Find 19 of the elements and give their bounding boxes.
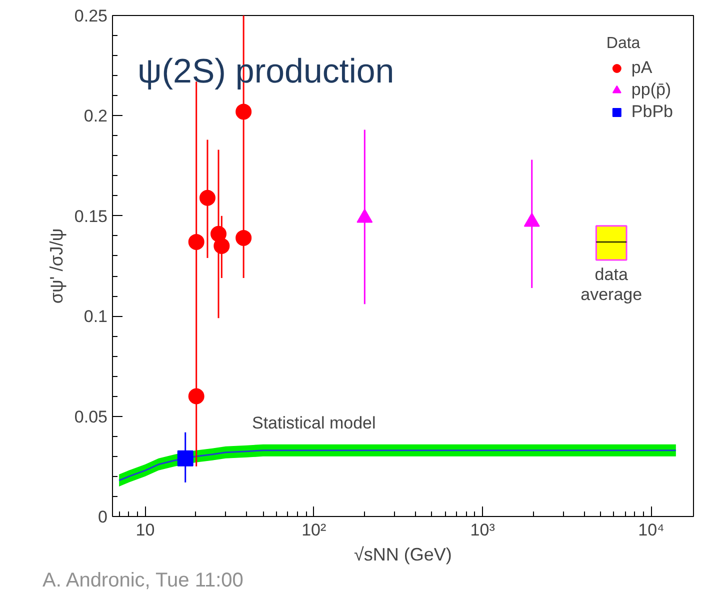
x-tick-label: 10: [136, 520, 155, 540]
series-label: data average: [580, 264, 642, 304]
text: A. Andronic, Tue 11:00: [42, 570, 244, 591]
legend-label: pA: [631, 58, 652, 78]
x-tick-label: 10⁴: [638, 520, 664, 540]
series-label: Statistical model: [252, 413, 376, 432]
y-tick-label: 0.2: [84, 106, 108, 126]
y-tick-label: 0.25: [74, 6, 108, 26]
legend-title: Data: [606, 35, 642, 53]
x-axis-title: √sNN (GeV): [354, 544, 452, 564]
y-tick-label: 0.1: [84, 307, 108, 326]
y-tick-label: 0.15: [74, 206, 108, 226]
y-tick-label: 0: [98, 508, 108, 526]
x-tick-label: 10³: [470, 520, 496, 540]
y-axis-title: σψ' /σJ/ψ: [46, 228, 66, 304]
x-tick-label: 10²: [302, 520, 327, 540]
y-tick-label: 0.05: [74, 407, 108, 426]
legend-label: pp(p̄): [631, 80, 672, 100]
legend-label: PbPb: [631, 102, 673, 122]
